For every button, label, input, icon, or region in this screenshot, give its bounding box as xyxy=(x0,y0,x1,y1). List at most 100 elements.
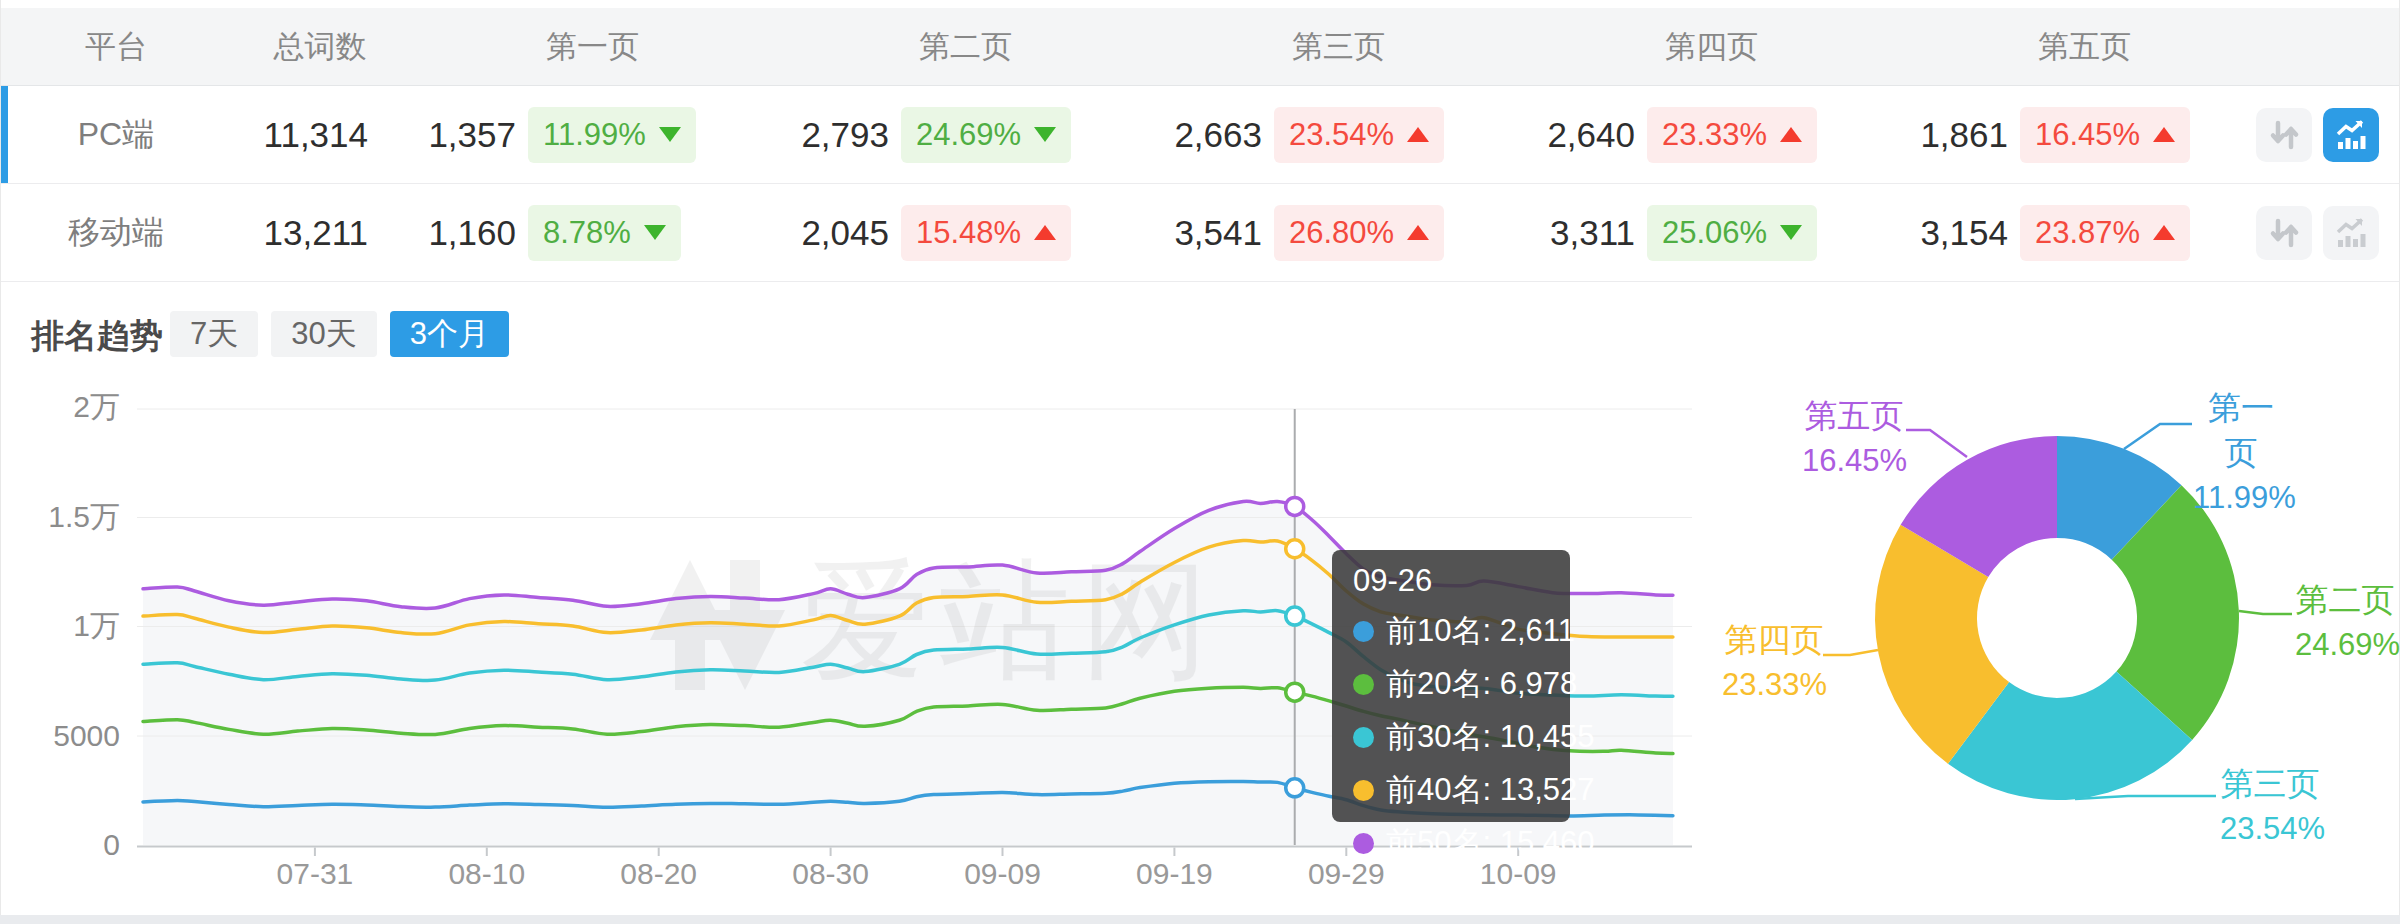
change-percent: 26.80% xyxy=(1289,215,1394,251)
page-count-value: 1,861 xyxy=(1873,115,2008,155)
range-tab-30天[interactable]: 30天 xyxy=(271,311,376,357)
trend-chart-button[interactable] xyxy=(2323,206,2379,260)
label-leader-line xyxy=(1823,650,1878,655)
tooltip-row: 前10名: 2,611 xyxy=(1353,610,1570,652)
slice-percent: 11.99% xyxy=(2193,480,2289,516)
platform-rank-table: 平台总词数第一页第二页第三页第四页第五页 PC端11,3141,35711.99… xyxy=(1,8,2399,282)
column-header: 第二页 xyxy=(754,26,1127,68)
up-triangle-icon xyxy=(1780,127,1802,142)
change-percent: 23.87% xyxy=(2035,215,2140,251)
updown-sort-button[interactable] xyxy=(2256,206,2312,260)
range-tab-3个月[interactable]: 3个月 xyxy=(390,311,509,357)
page-cell: 2,640 23.33% xyxy=(1500,107,1873,163)
x-tick-label: 08-30 xyxy=(792,857,869,890)
row-actions xyxy=(2256,206,2379,260)
change-percent: 8.78% xyxy=(543,215,631,251)
up-triangle-icon xyxy=(1407,225,1429,240)
down-triangle-icon xyxy=(1780,225,1802,240)
page-cell: 2,663 23.54% xyxy=(1127,107,1500,163)
trend-chart-icon xyxy=(2333,117,2369,153)
tooltip-value: 前50名: 15,460 xyxy=(1386,822,1595,864)
page-cell: 1,1608.78% xyxy=(381,205,754,261)
tooltip-value: 前10名: 2,611 xyxy=(1386,610,1575,652)
page-count-value: 2,663 xyxy=(1127,115,1262,155)
change-percent: 15.48% xyxy=(916,215,1021,251)
y-tick-label: 2万 xyxy=(73,390,120,423)
change-badge: 15.48% xyxy=(901,205,1071,261)
change-badge: 25.06% xyxy=(1647,205,1817,261)
page-cell: 1,861 16.45% xyxy=(1873,107,2246,163)
y-tick-label: 5000 xyxy=(53,719,120,752)
page-count-value: 2,640 xyxy=(1500,115,1635,155)
up-triangle-icon xyxy=(1034,225,1056,240)
down-triangle-icon xyxy=(659,127,681,142)
change-badge: 23.54% xyxy=(1274,107,1444,163)
column-header: 第四页 xyxy=(1500,26,1873,68)
x-tick-label: 08-20 xyxy=(620,857,697,890)
up-triangle-icon xyxy=(1407,127,1429,142)
change-percent: 25.06% xyxy=(1662,215,1767,251)
page-count-value: 3,311 xyxy=(1500,213,1635,253)
up-triangle-icon xyxy=(2153,127,2175,142)
updown-sort-button[interactable] xyxy=(2256,108,2312,162)
column-header: 第三页 xyxy=(1127,26,1500,68)
series-dot-icon xyxy=(1353,833,1374,854)
tooltip-row: 前50名: 15,460 xyxy=(1353,822,1570,864)
column-header: 平台 xyxy=(1,26,231,68)
donut-label-3: 第三页23.54% xyxy=(2220,762,2320,847)
change-percent: 23.54% xyxy=(1289,117,1394,153)
page-cell: 2,04515.48% xyxy=(754,205,1127,261)
range-tabs: 7天 30天 3个月 xyxy=(170,311,509,357)
donut-label-2: 第二页24.69% xyxy=(2295,578,2395,663)
total-words-value: 11,314 xyxy=(231,115,381,155)
x-tick-label: 07-31 xyxy=(277,857,354,890)
slice-name: 第四页 xyxy=(1722,618,1826,663)
label-leader-line xyxy=(2239,611,2292,614)
updown-arrows-icon xyxy=(2267,216,2301,250)
y-tick-label: 1.5万 xyxy=(48,500,120,533)
change-badge: 26.80% xyxy=(1274,205,1444,261)
trend-chart-button[interactable] xyxy=(2323,108,2379,162)
slice-name: 第三页 xyxy=(2220,762,2320,807)
active-row-indicator xyxy=(1,86,8,183)
page-cell: 1,35711.99% xyxy=(381,107,754,163)
change-percent: 23.33% xyxy=(1662,117,1767,153)
tooltip-date: 09-26 xyxy=(1353,563,1570,599)
range-tab-7天[interactable]: 7天 xyxy=(170,311,258,357)
y-tick-label: 1万 xyxy=(73,609,120,642)
slice-name: 第一页 xyxy=(2193,386,2289,476)
page-cell: 2,79324.69% xyxy=(754,107,1127,163)
updown-arrows-icon xyxy=(2267,118,2301,152)
series-dot-icon xyxy=(1353,780,1374,801)
table-header-row: 平台总词数第一页第二页第三页第四页第五页 xyxy=(1,8,2399,86)
seo-rank-dashboard: 平台总词数第一页第二页第三页第四页第五页 PC端11,3141,35711.99… xyxy=(0,0,2400,924)
column-header: 第五页 xyxy=(1873,26,2246,68)
table-row[interactable]: PC端11,3141,35711.99%2,79324.69%2,66323.5… xyxy=(1,86,2399,184)
change-percent: 24.69% xyxy=(916,117,1021,153)
change-percent: 16.45% xyxy=(2035,117,2140,153)
tooltip-row: 前30名: 10,455 xyxy=(1353,716,1570,758)
slice-percent: 24.69% xyxy=(2295,627,2395,663)
tooltip-row: 前20名: 6,978 xyxy=(1353,663,1570,705)
page-cell: 3,311 25.06% xyxy=(1500,205,1873,261)
series-dot-icon xyxy=(1353,621,1374,642)
hover-marker xyxy=(1286,497,1304,515)
hover-marker xyxy=(1286,683,1304,701)
column-header: 总词数 xyxy=(231,26,381,68)
label-leader-line xyxy=(1906,430,1967,457)
page-bottom-strip xyxy=(0,915,2400,924)
series-dot-icon xyxy=(1353,727,1374,748)
x-tick-label: 08-10 xyxy=(448,857,525,890)
donut-label-1: 第一页 11.99% xyxy=(2193,386,2289,516)
table-row[interactable]: 移动端13,2111,1608.78%2,04515.48%3,54126.80… xyxy=(1,184,2399,282)
down-triangle-icon xyxy=(644,225,666,240)
page-count-value: 3,541 xyxy=(1127,213,1262,253)
page-cell: 3,15423.87% xyxy=(1873,205,2246,261)
tooltip-row: 前40名: 13,527 xyxy=(1353,769,1570,811)
change-badge: 23.87% xyxy=(2020,205,2190,261)
hover-marker xyxy=(1286,607,1304,625)
up-triangle-icon xyxy=(2153,225,2175,240)
column-header: 第一页 xyxy=(381,26,754,68)
x-tick-label: 09-19 xyxy=(1136,857,1213,890)
trend-title: 排名趋势 xyxy=(31,314,163,359)
